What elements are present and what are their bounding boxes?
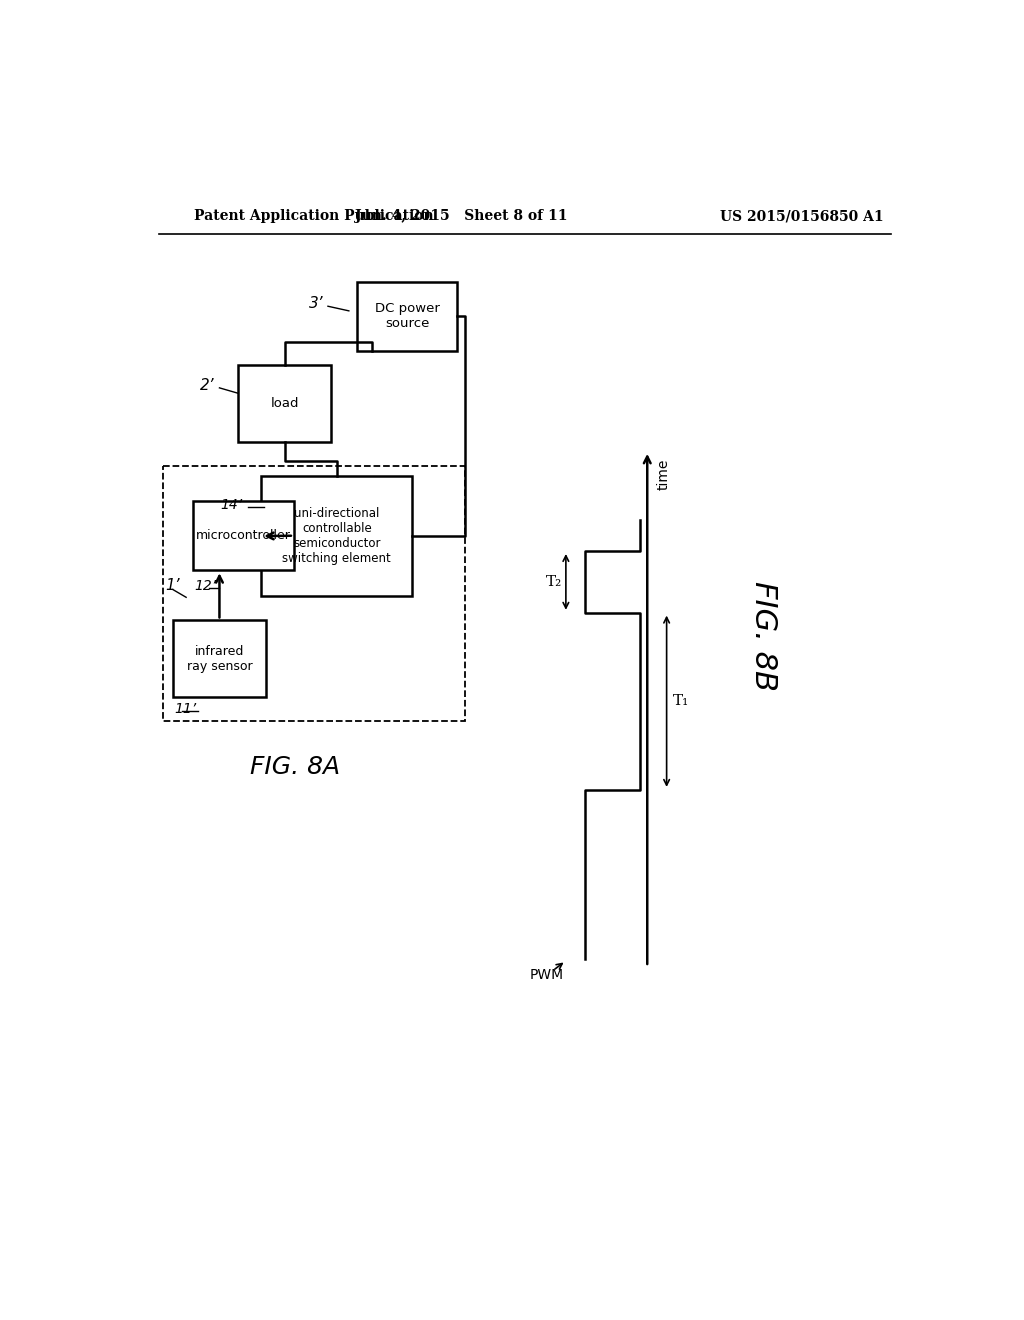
Text: infrared
ray sensor: infrared ray sensor [186,645,252,673]
Text: microcontroller: microcontroller [196,529,291,543]
Text: 11’: 11’ [174,702,197,715]
Text: PWM: PWM [529,968,563,982]
Bar [238,364,331,442]
Text: FIG. 8A: FIG. 8A [250,755,340,779]
Text: 3’: 3’ [308,296,324,310]
Text: Jun. 4, 2015   Sheet 8 of 11: Jun. 4, 2015 Sheet 8 of 11 [355,209,567,223]
Text: FIG. 8B: FIG. 8B [749,581,778,690]
Text: 1’: 1’ [165,578,180,593]
Text: uni-directional
controllable
semiconductor
switching element: uni-directional controllable semiconduct… [283,507,391,565]
Text: DC power
source: DC power source [375,302,439,330]
Text: 14’: 14’ [220,498,243,512]
Text: US 2015/0156850 A1: US 2015/0156850 A1 [721,209,884,223]
Bar [163,466,465,721]
Text: time: time [656,459,671,490]
Text: 12’: 12’ [194,578,216,593]
Text: Patent Application Publication: Patent Application Publication [194,209,433,223]
Bar [356,281,458,351]
Text: 2’: 2’ [200,378,215,393]
Text: load: load [270,397,299,409]
Bar [194,502,294,570]
Text: T₂: T₂ [546,576,562,589]
Bar [173,620,266,697]
Text: T₁: T₁ [673,694,689,709]
Bar [261,477,413,595]
